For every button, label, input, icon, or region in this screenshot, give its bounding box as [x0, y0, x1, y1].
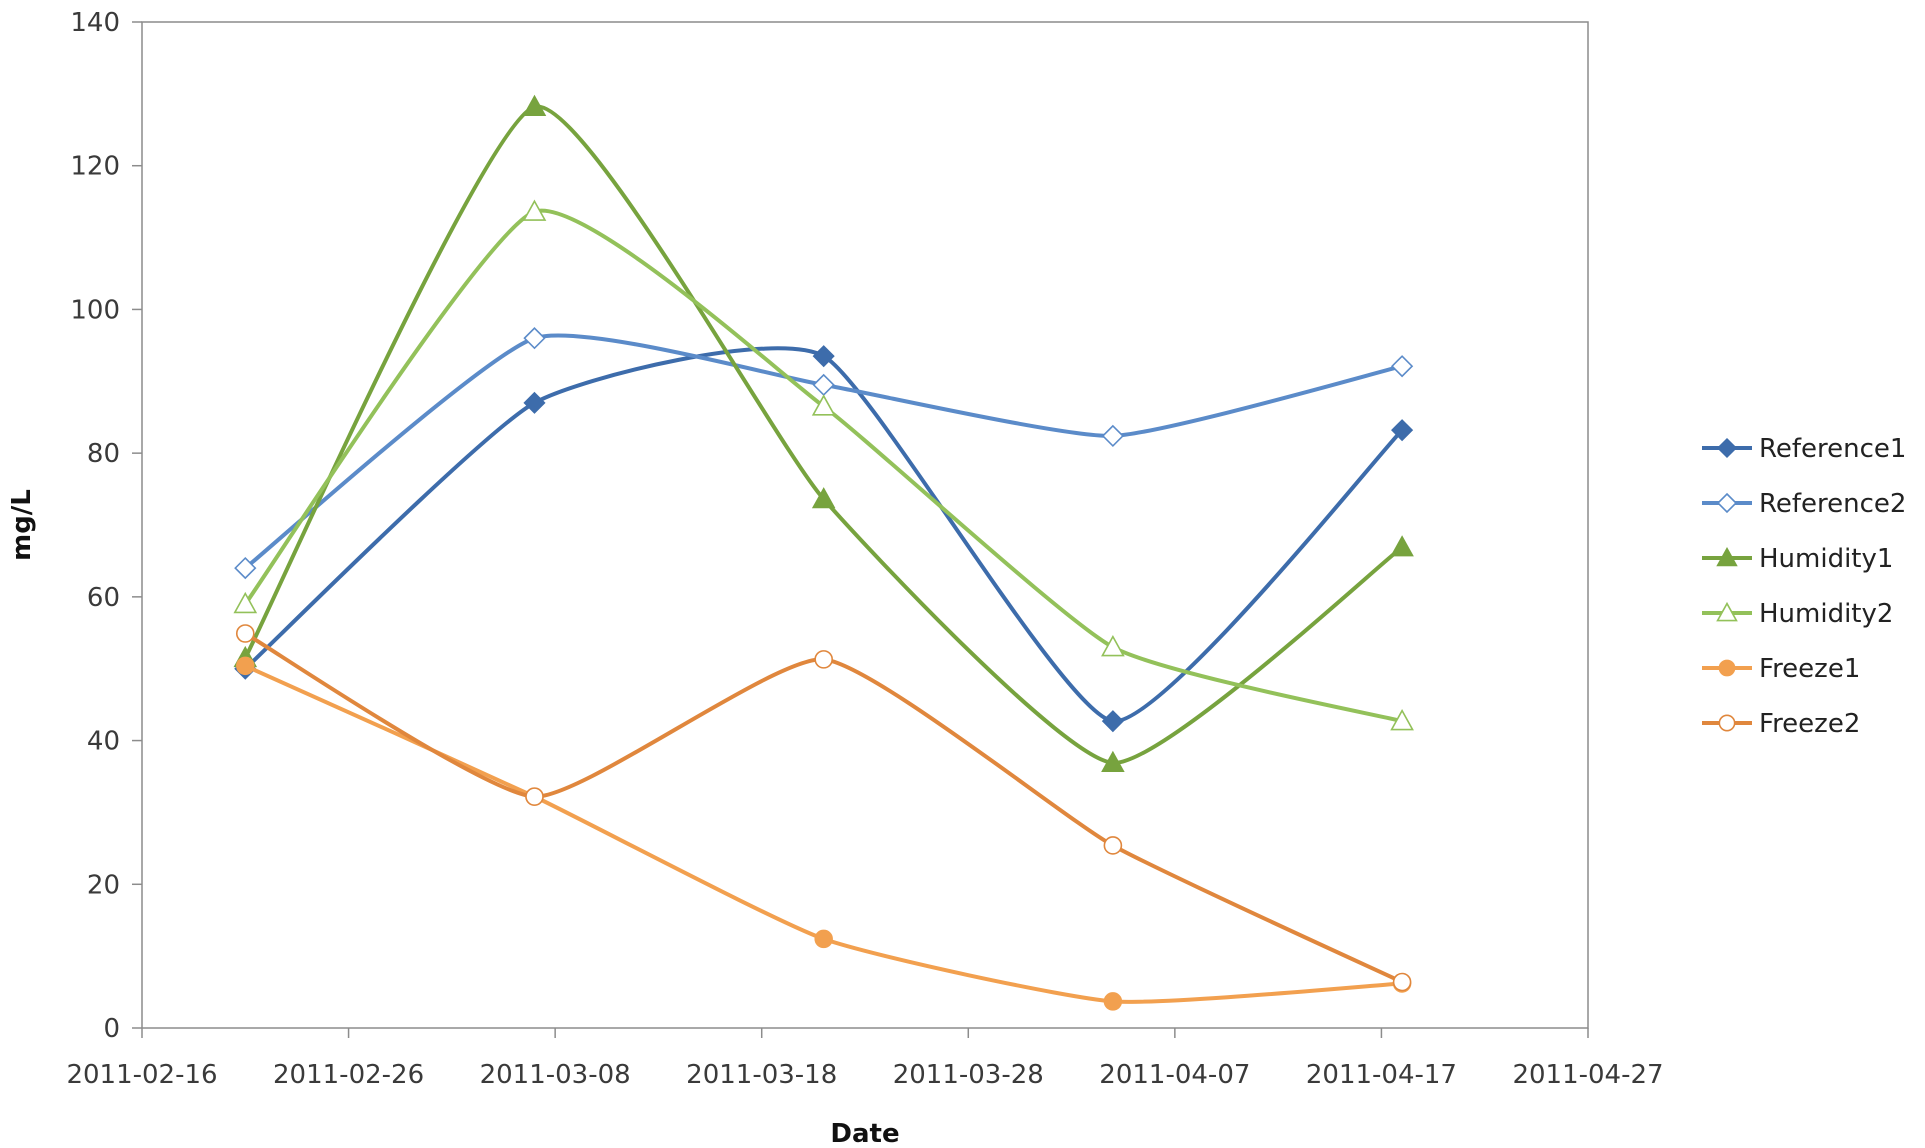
data-point [814, 929, 833, 949]
data-point [236, 656, 255, 676]
legend-marker [1718, 714, 1736, 732]
data-point [1391, 419, 1414, 442]
y-tick-label: 60 [87, 583, 120, 613]
series-humidity2 [233, 199, 1414, 731]
data-point [1390, 709, 1414, 731]
series-line [243, 208, 1405, 724]
plot-area [141, 21, 1589, 1029]
data-point [1101, 635, 1125, 657]
data-point [1103, 992, 1123, 1011]
data-point [1101, 424, 1125, 448]
series-layer [233, 94, 1414, 1011]
x-axis-title: Date [830, 1119, 899, 1148]
plot-border [141, 21, 1589, 1029]
data-point [1101, 750, 1125, 772]
series-humidity1 [233, 94, 1414, 772]
data-point [1103, 836, 1123, 855]
data-point [812, 373, 835, 397]
y-tick-label: 140 [70, 8, 120, 38]
series-freeze2 [235, 624, 1412, 992]
data-point [235, 624, 255, 643]
x-tick-label: 2011-02-16 [66, 1060, 217, 1090]
legend: Reference1 Reference2 Humidity1 Humidity2 Fr… [1702, 434, 1906, 739]
data-point [1390, 535, 1414, 557]
y-tick-label: 100 [70, 295, 120, 325]
series-line [243, 333, 1405, 571]
legend-marker [1718, 659, 1736, 677]
legend-marker [1716, 437, 1738, 459]
legend-item: Freeze2 [1702, 709, 1860, 739]
legend-item: Reference1 [1702, 434, 1906, 464]
y-tick-label: 80 [87, 439, 120, 469]
data-point [234, 556, 257, 580]
legend-label: Humidity2 [1759, 599, 1893, 629]
x-tick-label: 2011-04-27 [1512, 1060, 1663, 1090]
y-tick-label: 0 [103, 1014, 120, 1044]
legend-marker [1716, 547, 1738, 567]
series-line [243, 104, 1405, 765]
x-tick-label: 2011-03-08 [480, 1060, 631, 1090]
legend-item: Reference2 [1702, 489, 1906, 519]
y-tick-label: 20 [87, 870, 120, 900]
data-point [1392, 972, 1412, 992]
x-tick-label: 2011-03-28 [893, 1060, 1044, 1090]
data-point [812, 345, 835, 368]
y-axis-title: mg/L [7, 489, 37, 561]
data-point [811, 394, 836, 416]
data-point [525, 787, 544, 806]
data-point [1101, 710, 1124, 733]
legend-item: Humidity1 [1702, 544, 1893, 574]
data-point [523, 327, 546, 350]
data-point [811, 487, 836, 509]
legend-item: Humidity2 [1702, 599, 1893, 629]
y-tick-label: 120 [70, 152, 120, 182]
legend-item: Freeze1 [1702, 654, 1860, 684]
x-axis: 2011-02-16 2011-02-26 2011-03-08 2011-03-18… [66, 1028, 1664, 1090]
legend-label: Reference2 [1759, 489, 1906, 519]
legend-marker [1716, 601, 1738, 622]
x-tick-label: 2011-04-07 [1099, 1060, 1250, 1090]
legend-label: Freeze2 [1759, 709, 1860, 739]
data-point [1390, 355, 1414, 378]
data-point [522, 94, 547, 116]
x-tick-label: 2011-03-18 [686, 1060, 837, 1090]
legend-label: Freeze1 [1759, 654, 1860, 684]
series-freeze1 [236, 656, 1412, 1011]
legend-label: Reference1 [1759, 434, 1906, 464]
x-tick-label: 2011-04-17 [1306, 1060, 1457, 1090]
y-tick-label: 40 [87, 727, 120, 757]
series-line [243, 346, 1405, 724]
data-point [233, 591, 258, 614]
data-point [814, 650, 833, 669]
data-point [522, 199, 547, 221]
data-point [523, 391, 546, 414]
legend-label: Humidity1 [1759, 544, 1893, 574]
series-line [243, 663, 1405, 1004]
legend-marker [1716, 492, 1738, 514]
y-axis: 0 20 40 60 80 100 120 140 [70, 8, 142, 1044]
x-tick-label: 2011-02-26 [273, 1060, 424, 1090]
